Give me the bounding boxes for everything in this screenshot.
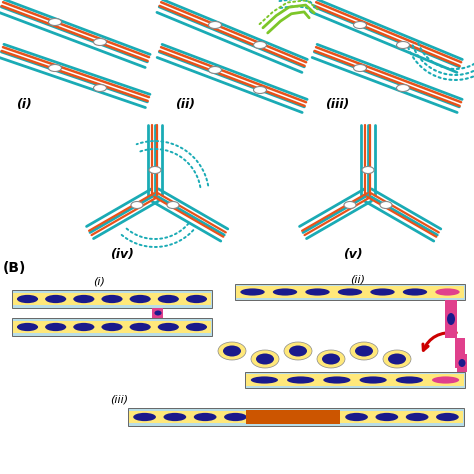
Text: (ii): (ii)	[175, 98, 195, 111]
Ellipse shape	[256, 354, 274, 365]
Ellipse shape	[354, 64, 366, 72]
Ellipse shape	[158, 295, 179, 303]
Ellipse shape	[133, 413, 156, 421]
Ellipse shape	[396, 42, 410, 48]
Ellipse shape	[383, 350, 411, 368]
Ellipse shape	[436, 413, 459, 421]
Ellipse shape	[380, 201, 392, 209]
Ellipse shape	[186, 295, 207, 303]
Ellipse shape	[194, 413, 217, 421]
Ellipse shape	[164, 413, 186, 421]
Ellipse shape	[158, 323, 179, 331]
FancyBboxPatch shape	[457, 354, 467, 372]
Ellipse shape	[322, 354, 340, 365]
Ellipse shape	[73, 323, 94, 331]
Ellipse shape	[73, 295, 94, 303]
Ellipse shape	[254, 86, 266, 93]
Ellipse shape	[167, 201, 179, 209]
Ellipse shape	[396, 84, 410, 91]
Text: (i): (i)	[93, 276, 105, 286]
Ellipse shape	[323, 376, 350, 383]
Ellipse shape	[354, 21, 366, 28]
FancyBboxPatch shape	[12, 290, 212, 308]
FancyBboxPatch shape	[235, 284, 465, 300]
FancyBboxPatch shape	[129, 410, 463, 423]
Ellipse shape	[101, 323, 123, 331]
FancyBboxPatch shape	[445, 300, 457, 338]
Ellipse shape	[254, 42, 266, 48]
Ellipse shape	[17, 295, 38, 303]
Ellipse shape	[155, 310, 162, 316]
Ellipse shape	[284, 342, 312, 360]
Ellipse shape	[388, 354, 406, 365]
FancyBboxPatch shape	[13, 293, 210, 305]
FancyBboxPatch shape	[128, 408, 464, 426]
Ellipse shape	[289, 346, 307, 356]
Ellipse shape	[255, 413, 277, 421]
Ellipse shape	[458, 359, 465, 367]
Ellipse shape	[48, 64, 62, 72]
Ellipse shape	[45, 323, 66, 331]
Ellipse shape	[93, 84, 107, 91]
Ellipse shape	[149, 166, 161, 173]
Ellipse shape	[273, 288, 297, 296]
Text: (ii): (ii)	[350, 274, 365, 284]
Ellipse shape	[129, 295, 151, 303]
Ellipse shape	[403, 288, 427, 296]
Ellipse shape	[186, 323, 207, 331]
Ellipse shape	[435, 288, 460, 296]
Text: (B): (B)	[3, 261, 27, 275]
Ellipse shape	[101, 295, 123, 303]
Ellipse shape	[93, 38, 107, 46]
FancyBboxPatch shape	[455, 338, 465, 368]
Ellipse shape	[315, 413, 337, 421]
Ellipse shape	[447, 313, 455, 325]
FancyBboxPatch shape	[12, 318, 212, 336]
FancyBboxPatch shape	[246, 410, 340, 424]
Text: (iii): (iii)	[325, 98, 349, 111]
Ellipse shape	[287, 376, 314, 383]
Ellipse shape	[370, 288, 395, 296]
Ellipse shape	[224, 413, 247, 421]
FancyBboxPatch shape	[153, 308, 164, 318]
Ellipse shape	[251, 350, 279, 368]
Text: (iii): (iii)	[110, 394, 128, 404]
FancyBboxPatch shape	[246, 374, 464, 386]
Ellipse shape	[432, 376, 459, 383]
Ellipse shape	[345, 413, 368, 421]
Ellipse shape	[375, 413, 398, 421]
Ellipse shape	[209, 66, 221, 73]
Ellipse shape	[396, 376, 423, 383]
FancyBboxPatch shape	[13, 321, 210, 333]
Text: (i): (i)	[16, 98, 32, 111]
Ellipse shape	[350, 342, 378, 360]
Ellipse shape	[209, 21, 221, 28]
Ellipse shape	[223, 346, 241, 356]
Ellipse shape	[406, 413, 428, 421]
FancyBboxPatch shape	[236, 286, 464, 298]
Ellipse shape	[17, 323, 38, 331]
Ellipse shape	[240, 288, 264, 296]
Ellipse shape	[360, 376, 387, 383]
Ellipse shape	[129, 323, 151, 331]
Text: (v): (v)	[343, 248, 363, 261]
Text: (iv): (iv)	[110, 248, 134, 261]
Ellipse shape	[305, 288, 330, 296]
Ellipse shape	[131, 201, 143, 209]
Ellipse shape	[218, 342, 246, 360]
FancyBboxPatch shape	[245, 372, 465, 388]
Ellipse shape	[362, 166, 374, 173]
Ellipse shape	[251, 376, 278, 383]
Ellipse shape	[355, 346, 373, 356]
Ellipse shape	[48, 18, 62, 26]
Ellipse shape	[285, 413, 307, 421]
Ellipse shape	[317, 350, 345, 368]
Ellipse shape	[45, 295, 66, 303]
Ellipse shape	[344, 201, 356, 209]
Ellipse shape	[338, 288, 362, 296]
